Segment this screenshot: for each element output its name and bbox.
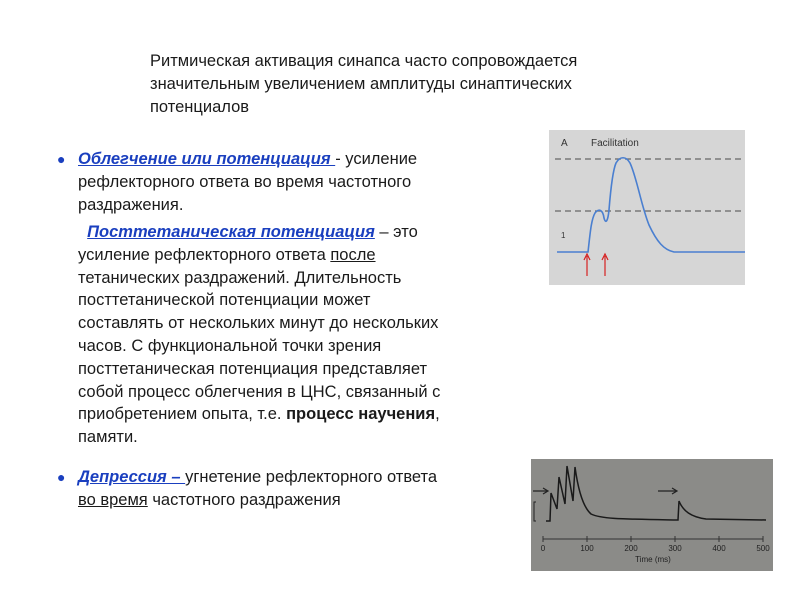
text: составлять от нескольких минут до нескол… (78, 314, 439, 333)
text: приобретением опыта, т.е. (78, 405, 287, 424)
facilitation-figure: A Facilitation 1 (549, 130, 745, 285)
tick-label: 400 (712, 544, 726, 553)
title-line: потенциалов (150, 98, 250, 116)
depression-figure: 0 100 200 300 400 500 Time (ms) (531, 459, 773, 571)
text: - усиление (335, 150, 418, 168)
text: угнетение рефлекторного ответа (185, 468, 438, 486)
term-depression: Депрессия – (78, 468, 186, 486)
text: памяти. (78, 428, 138, 447)
panel-label: A (561, 138, 568, 149)
tick-label: 500 (756, 544, 770, 553)
text: тетанических раздражений. Длительность (78, 268, 402, 287)
term-facilitation: Облегчение или потенциация (78, 150, 336, 168)
underlined-text: во время (78, 490, 148, 509)
scale-bar (533, 501, 536, 522)
tick-label: 0 (541, 544, 546, 553)
bullet-icon: ● (57, 469, 66, 485)
trace-label: 1 (561, 231, 566, 240)
bullet-facilitation: ● Облегчение или потенциация - усиление … (57, 148, 418, 216)
text: рефлекторного ответа во время частотного (78, 172, 412, 191)
text: частотного раздражения (147, 490, 341, 509)
text: посттетанической потенциации может (78, 291, 371, 310)
text: посттетаническая потенциация представляе… (78, 359, 428, 378)
text: часов. С функциональной точки зрения (78, 336, 382, 355)
title-line: значительным увеличением амплитуды синап… (150, 75, 572, 93)
title-line: Ритмическая активация синапса часто сопр… (150, 52, 578, 70)
trace (546, 465, 767, 522)
x-ticks (542, 536, 764, 542)
bold-text: процесс научения (286, 405, 436, 424)
tick-label: 100 (580, 544, 594, 553)
underlined-text: после (330, 245, 376, 264)
epsp-trace (557, 156, 745, 253)
text: , (435, 405, 440, 424)
bullet-icon: ● (57, 151, 66, 167)
text: раздражения. (78, 195, 184, 214)
x-axis-label: Time (ms) (635, 555, 671, 564)
arrow-icon (533, 487, 679, 495)
text: – это (374, 223, 418, 241)
text: собой процесс облегчения в ЦНС, связанны… (78, 382, 441, 401)
bullet-depression: ● Депрессия – угнетение рефлекторного от… (57, 466, 438, 512)
tick-label: 300 (668, 544, 682, 553)
figure-label: Facilitation (591, 138, 639, 149)
text: усиление рефлекторного ответа (78, 245, 331, 264)
tick-label: 200 (624, 544, 638, 553)
paragraph-posttetanic: Посттетаническая потенциация – это усиле… (78, 221, 440, 449)
slide-title: Ритмическая активация синапса часто сопр… (150, 50, 710, 119)
term-posttetanic: Посттетаническая потенциация (87, 223, 375, 241)
